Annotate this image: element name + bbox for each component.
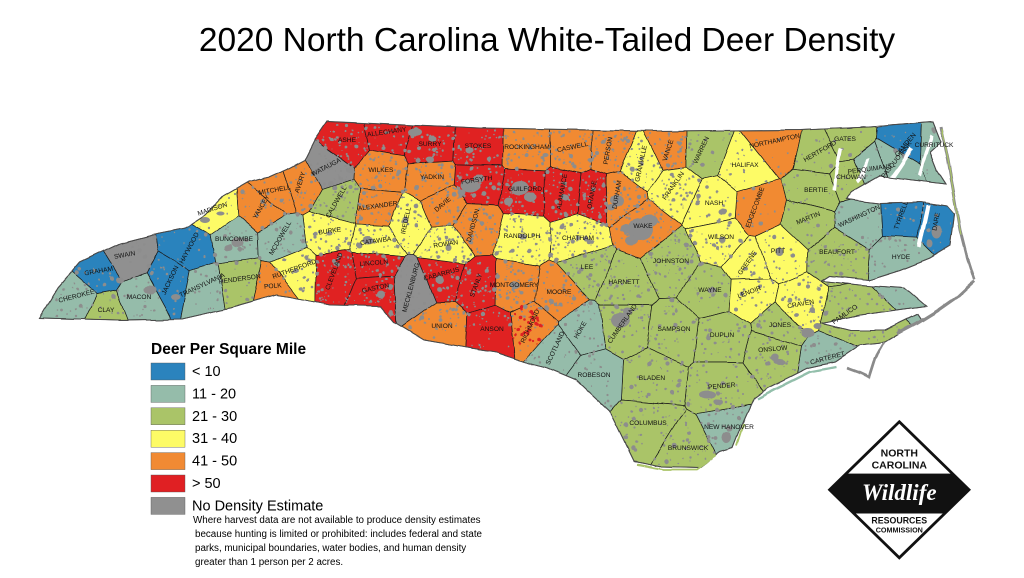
svg-text:LEE: LEE	[581, 264, 594, 271]
svg-text:ROCKINGHAM: ROCKINGHAM	[504, 144, 549, 151]
svg-text:WILKES: WILKES	[369, 167, 395, 174]
svg-text:SURRY: SURRY	[419, 141, 443, 148]
svg-text:ANSON: ANSON	[480, 326, 504, 333]
svg-text:11 - 20: 11 - 20	[192, 386, 236, 402]
svg-text:GATES: GATES	[834, 136, 856, 143]
svg-text:CURRITUCK: CURRITUCK	[915, 142, 954, 149]
svg-text:RANDOLPH: RANDOLPH	[504, 233, 541, 240]
svg-text:GUILFORD: GUILFORD	[508, 186, 542, 193]
svg-text:LINCOLN: LINCOLN	[359, 259, 388, 268]
svg-text:< 10: < 10	[192, 364, 221, 380]
svg-text:ROWAN: ROWAN	[433, 239, 459, 249]
svg-text:CHATHAM: CHATHAM	[562, 235, 594, 242]
svg-text:ASHE: ASHE	[338, 137, 357, 144]
svg-text:21 - 30: 21 - 30	[192, 409, 237, 425]
svg-text:MONTGOMERY: MONTGOMERY	[490, 282, 539, 289]
svg-text:ORANGE: ORANGE	[587, 179, 599, 209]
svg-text:SAMPSON: SAMPSON	[658, 326, 691, 333]
svg-text:POLK: POLK	[264, 282, 283, 291]
svg-text:PENDER: PENDER	[708, 382, 736, 391]
svg-text:Where harvest data are not ava: Where harvest data are not available to …	[193, 515, 481, 526]
svg-text:JOHNSTON: JOHNSTON	[653, 258, 689, 265]
svg-text:Wildlife: Wildlife	[862, 480, 937, 505]
svg-text:because hunting is limited or: because hunting is limited or prohibited…	[195, 529, 483, 540]
svg-text:NORTH: NORTH	[881, 448, 918, 460]
svg-text:SWAIN: SWAIN	[114, 250, 136, 261]
svg-text:YADKIN: YADKIN	[420, 174, 444, 181]
svg-text:JONES: JONES	[769, 322, 792, 329]
svg-text:DURHAM: DURHAM	[612, 180, 624, 210]
svg-text:BERTIE: BERTIE	[804, 187, 828, 194]
svg-text:ROBESON: ROBESON	[578, 372, 611, 379]
svg-text:PERSON: PERSON	[603, 136, 615, 165]
svg-text:PITT: PITT	[771, 248, 785, 255]
svg-text:BURKE: BURKE	[318, 226, 342, 236]
svg-text:CAROLINA: CAROLINA	[872, 460, 928, 472]
svg-text:GRAHAM: GRAHAM	[84, 266, 114, 278]
svg-text:2020 North Carolina White-Tail: 2020 North Carolina White-Tailed Deer De…	[199, 22, 896, 59]
svg-text:MACON: MACON	[127, 294, 152, 301]
svg-text:Deer Per Square Mile: Deer Per Square Mile	[151, 341, 306, 358]
svg-text:WAKE: WAKE	[633, 223, 653, 230]
svg-text:UNION: UNION	[431, 323, 452, 330]
svg-text:COMMISSION: COMMISSION	[876, 526, 923, 535]
svg-text:41 - 50: 41 - 50	[192, 454, 237, 470]
svg-text:HYDE: HYDE	[892, 254, 911, 261]
svg-text:DUPLIN: DUPLIN	[710, 332, 734, 339]
svg-text:ONSLOW: ONSLOW	[758, 345, 789, 355]
svg-text:CRAVEN: CRAVEN	[787, 299, 815, 311]
svg-text:HARNETT: HARNETT	[608, 279, 639, 286]
svg-text:BUNCOMBE: BUNCOMBE	[215, 236, 254, 243]
svg-text:MOORE: MOORE	[547, 289, 573, 296]
svg-text:> 50: > 50	[192, 476, 221, 492]
svg-text:CATAWBA: CATAWBA	[360, 236, 393, 247]
svg-text:STOKES: STOKES	[465, 143, 492, 150]
svg-text:NASH: NASH	[705, 200, 724, 207]
svg-text:No Density Estimate: No Density Estimate	[192, 498, 323, 514]
svg-text:FORSYTH: FORSYTH	[461, 175, 493, 186]
svg-text:CHOWAN: CHOWAN	[836, 174, 866, 181]
svg-text:parks, municipal boundaries, w: parks, municipal boundaries, water bodie…	[195, 543, 466, 554]
svg-text:BRUNSWICK: BRUNSWICK	[668, 445, 709, 452]
svg-text:DARE: DARE	[931, 212, 941, 232]
svg-text:BLADEN: BLADEN	[639, 375, 666, 382]
svg-text:CLAY: CLAY	[98, 307, 115, 314]
svg-text:RESOURCES: RESOURCES	[871, 516, 927, 526]
svg-text:WAYNE: WAYNE	[698, 287, 722, 294]
svg-text:BEAUFORT: BEAUFORT	[819, 249, 855, 256]
svg-text:NEW HANOVER: NEW HANOVER	[704, 424, 754, 431]
svg-text:greater than 1 person per 2 ac: greater than 1 person per 2 acres.	[195, 557, 343, 568]
svg-text:31 - 40: 31 - 40	[192, 431, 237, 447]
svg-text:COLUMBUS: COLUMBUS	[629, 420, 667, 427]
svg-text:HALIFAX: HALIFAX	[731, 162, 759, 169]
svg-text:WILSON: WILSON	[708, 234, 734, 241]
